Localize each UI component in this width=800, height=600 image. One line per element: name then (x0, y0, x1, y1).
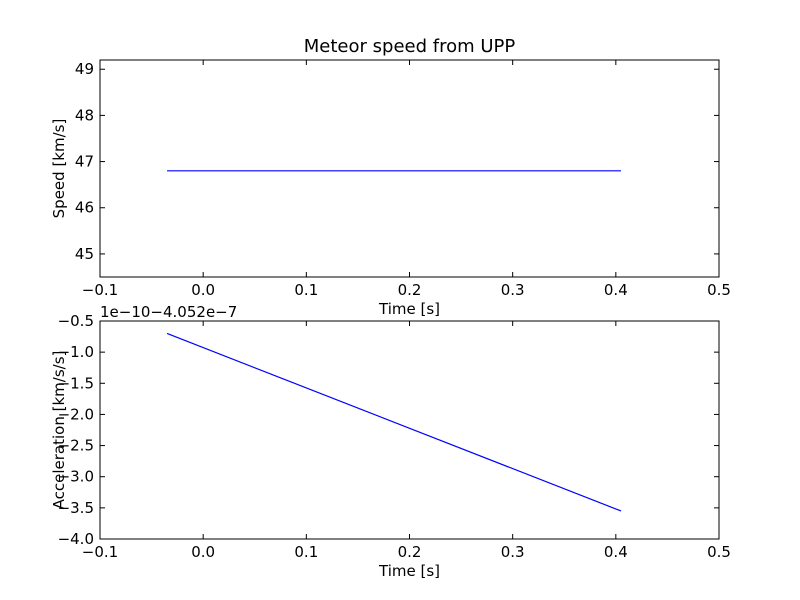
acceleration-y-tick-label: −1.5 (58, 374, 94, 392)
acceleration-x-axis-label: Time [s] (378, 562, 440, 580)
acceleration-x-tick-label: 0.0 (191, 543, 215, 561)
speed-y-axis-label: Speed [km/s] (50, 119, 68, 219)
speed-x-tick-label: 0.0 (191, 281, 215, 299)
speed-y-tick-label: 49 (75, 60, 94, 78)
acceleration-series-line-0 (166, 332, 622, 512)
acceleration-y-tick-label: −1.0 (58, 343, 94, 361)
speed-x-tick-label: 0.1 (294, 281, 318, 299)
acceleration-x-tick-label: 0.1 (294, 543, 318, 561)
acceleration-y-tick-label: −2.0 (58, 405, 94, 423)
acceleration-axis-offset-text: 1e−10−4.052e−7 (100, 303, 237, 321)
acceleration-x-tick-label: 0.2 (398, 543, 422, 561)
acceleration-chart: −0.1 0.0 0.1 0.2 0.3 0.4 0.5 −4.0 −3.5 −3.0 −2.5 −2… (50, 303, 731, 580)
speed-x-tick-label: 0.5 (707, 281, 731, 299)
speed-y-tick-label: 47 (75, 153, 94, 171)
acceleration-y-tick-label: −3.0 (58, 468, 94, 486)
acceleration-y-tick-label: −2.5 (58, 437, 94, 455)
speed-chart: −0.1 0.0 0.1 0.2 0.3 0.4 0.5 45 46 47 48 49 Time [s]… (50, 36, 731, 318)
speed-chart-title: Meteor speed from UPP (304, 36, 516, 57)
speed-x-tick-label: 0.2 (398, 281, 422, 299)
acceleration-y-tick-label: −4.0 (58, 530, 94, 548)
speed-y-tick-label: 45 (75, 245, 94, 263)
speed-y-tick-label: 46 (75, 199, 94, 217)
acceleration-x-tick-label: −0.1 (82, 543, 118, 561)
acceleration-y-axis-label: Acceleration [km/s/s] (50, 351, 68, 510)
acceleration-y-tick-label: −3.5 (58, 499, 94, 517)
speed-x-tick-label: 0.3 (501, 281, 525, 299)
acceleration-x-tick-label: 0.5 (707, 543, 731, 561)
speed-x-tick-label: −0.1 (82, 281, 118, 299)
acceleration-x-tick-label: 0.3 (501, 543, 525, 561)
speed-x-tick-label: 0.4 (604, 281, 628, 299)
acceleration-y-tick-label: −0.5 (58, 312, 94, 330)
speed-y-tick-label: 48 (75, 106, 94, 124)
acceleration-x-tick-label: 0.4 (604, 543, 628, 561)
speed-x-axis-label: Time [s] (378, 300, 440, 318)
